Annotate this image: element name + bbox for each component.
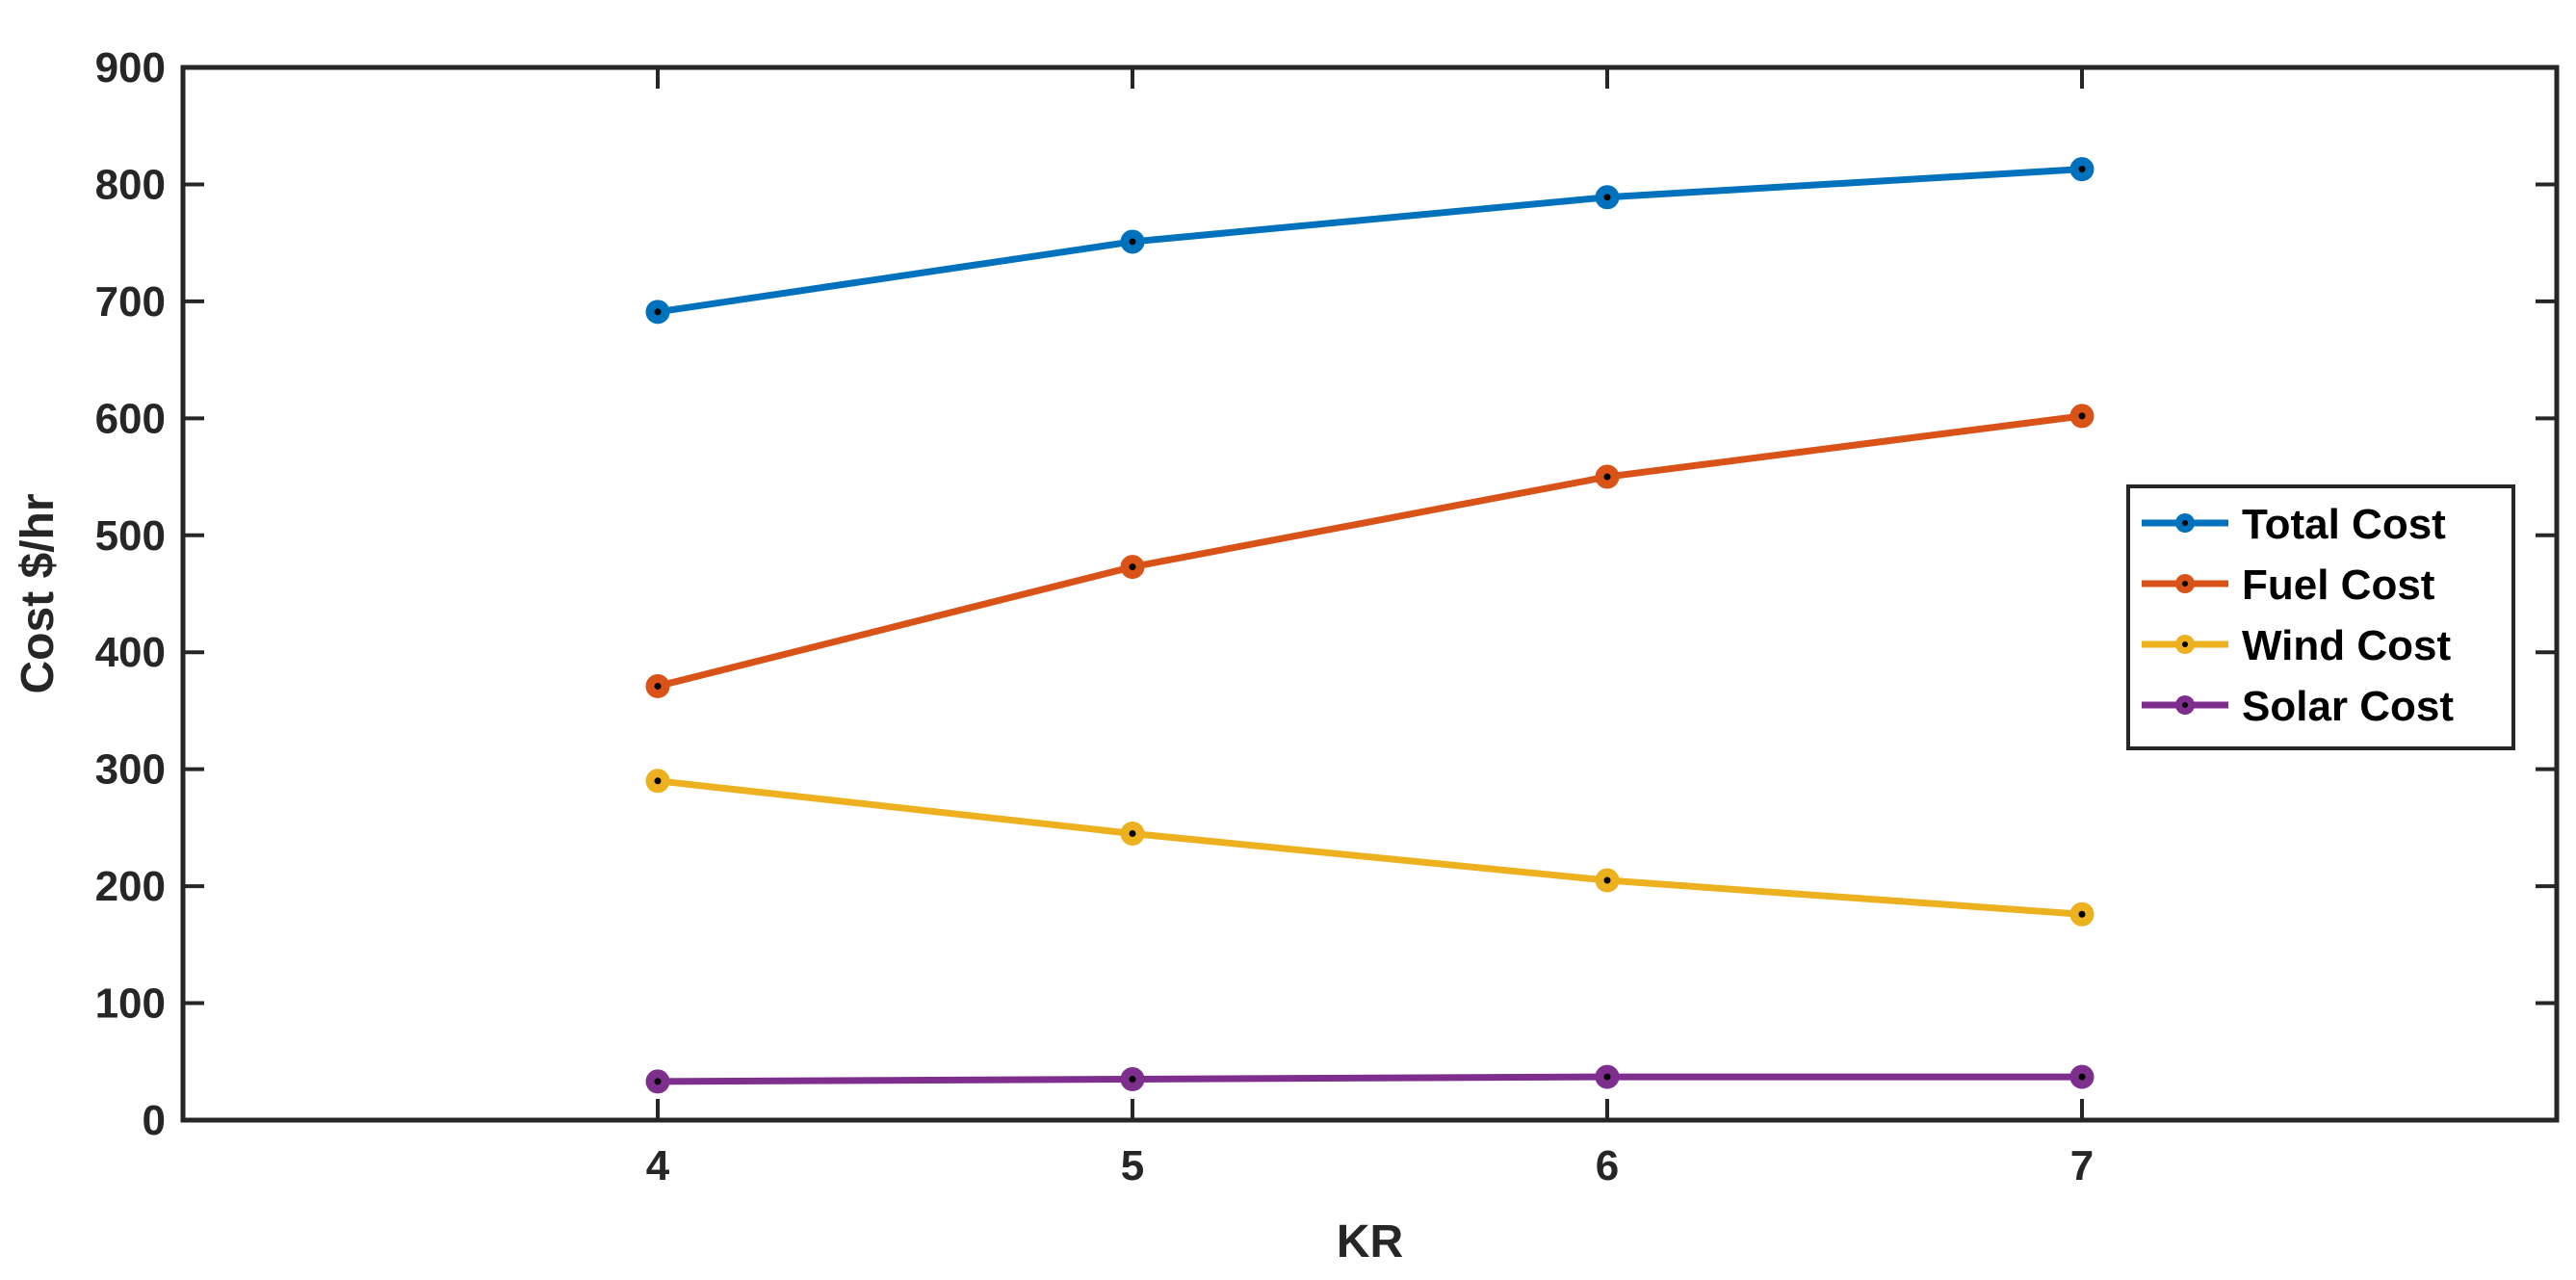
- legend: Total Cost Fuel Cost Wind Cost Solar Cost: [2126, 484, 2515, 750]
- y-tick-label: 400: [95, 629, 166, 676]
- data-point-center: [2078, 910, 2086, 918]
- series-line: [654, 166, 2086, 316]
- data-point-center: [2078, 166, 2086, 173]
- y-tick-label: 300: [95, 746, 166, 794]
- legend-marker-center: [2182, 641, 2188, 647]
- data-point-center: [654, 1078, 662, 1085]
- y-tick-label: 600: [95, 395, 166, 442]
- legend-item: Solar Cost: [2142, 683, 2454, 730]
- series-wind-cost: [645, 769, 2095, 927]
- series-line: [654, 777, 2086, 918]
- series-layer: [645, 157, 2095, 1094]
- legend-label: Wind Cost: [2242, 622, 2451, 669]
- x-axis: 4 5 6 7: [646, 67, 2094, 1189]
- x-tick-label: 6: [1596, 1142, 1619, 1189]
- y-tick-label: 0: [143, 1097, 166, 1144]
- data-point-center: [2078, 412, 2086, 420]
- series-total-cost: [645, 157, 2095, 325]
- data-point-center: [1129, 238, 1136, 246]
- data-point-center: [1603, 473, 1611, 481]
- series-line: [654, 412, 2086, 690]
- x-tick-label: 5: [1121, 1142, 1144, 1189]
- legend-marker-center: [2182, 581, 2188, 587]
- data-point-center: [1603, 1073, 1611, 1081]
- data-point-center: [2078, 1073, 2086, 1081]
- x-tick-label: 4: [646, 1142, 670, 1189]
- y-tick-label: 100: [95, 980, 166, 1028]
- data-point-center: [1129, 563, 1136, 571]
- y-tick-label: 800: [95, 161, 166, 208]
- data-point-center: [1603, 876, 1611, 884]
- y-tick-label: 200: [95, 863, 166, 910]
- y-tick-label: 500: [95, 512, 166, 560]
- y-tick-label: 700: [95, 278, 166, 326]
- series-line: [654, 1073, 2086, 1085]
- legend-label: Solar Cost: [2242, 683, 2454, 730]
- legend-item: Wind Cost: [2142, 622, 2451, 669]
- legend-item: Total Cost: [2142, 501, 2446, 548]
- data-point-center: [1603, 194, 1611, 201]
- series-solar-cost: [645, 1064, 2095, 1094]
- series-fuel-cost: [645, 404, 2095, 698]
- legend-item: Fuel Cost: [2142, 562, 2435, 609]
- x-axis-label: KR: [1337, 1216, 1403, 1267]
- legend-marker-center: [2182, 702, 2188, 708]
- data-point-center: [654, 777, 662, 785]
- data-point-center: [1129, 1075, 1136, 1083]
- data-point-center: [1129, 829, 1136, 837]
- plot-area-frame: [180, 65, 2560, 1123]
- x-tick-label: 7: [2070, 1142, 2094, 1189]
- data-point-center: [654, 682, 662, 690]
- y-tick-label: 900: [95, 44, 166, 91]
- y-axis-label: Cost $/hr: [13, 493, 64, 693]
- legend-label: Fuel Cost: [2242, 562, 2435, 609]
- legend-marker-center: [2182, 520, 2188, 526]
- legend-label: Total Cost: [2242, 501, 2446, 548]
- y-axis: 0 100 200 300 400 500 600 700 800 900: [95, 44, 2557, 1144]
- data-point-center: [654, 308, 662, 316]
